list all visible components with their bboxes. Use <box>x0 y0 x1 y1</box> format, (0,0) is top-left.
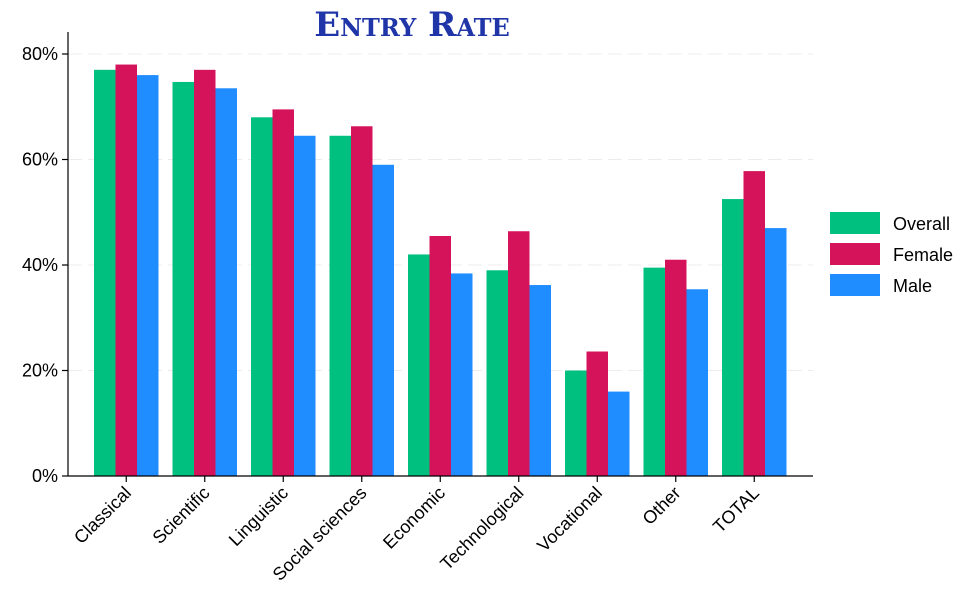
y-tick-label: 20% <box>22 361 58 381</box>
y-tick-label: 80% <box>22 44 58 64</box>
x-tick-label: Technological <box>436 483 527 574</box>
bar-female-social-sciences <box>351 126 373 476</box>
x-tick-label: Vocational <box>533 483 606 556</box>
y-ticks: 0% 20% 40% 60% 80% <box>22 44 68 486</box>
bar-male-scientific <box>215 88 237 476</box>
x-tick-label: TOTAL <box>709 483 763 537</box>
legend-label-overall: Overall <box>893 214 950 234</box>
legend-swatch-female <box>830 243 880 265</box>
bar-overall-technological <box>486 270 508 476</box>
legend-swatch-male <box>830 274 880 296</box>
bar-female-classical <box>115 64 137 477</box>
bar-female-vocational <box>586 351 608 476</box>
bar-female-total <box>743 171 765 477</box>
bar-female-economic <box>429 235 451 476</box>
x-tick-label: Classical <box>70 483 135 548</box>
bar-male-linguistic <box>294 135 316 476</box>
bar-female-linguistic <box>272 109 294 476</box>
chart-title: Entry Rate <box>314 5 510 45</box>
y-tick-label: 0% <box>32 466 58 486</box>
bar-female-other <box>665 259 687 476</box>
legend: Overall Female Male <box>830 212 953 296</box>
bar-overall-linguistic <box>251 117 273 477</box>
x-tick-label: Linguistic <box>225 483 292 550</box>
bar-overall-classical <box>94 69 116 476</box>
bar-male-other <box>686 289 708 476</box>
x-tick-label: Economic <box>379 483 449 553</box>
y-tick-label: 60% <box>22 150 58 170</box>
bar-female-technological <box>508 231 530 476</box>
legend-label-male: Male <box>893 276 932 296</box>
bar-overall-total <box>722 199 744 476</box>
y-tick-label: 40% <box>22 255 58 275</box>
bar-male-total <box>765 228 787 476</box>
bar-male-classical <box>137 75 159 476</box>
x-tick-label: Scientific <box>149 483 214 548</box>
x-tick-label: Other <box>639 483 685 529</box>
bar-overall-social-sciences <box>329 135 351 476</box>
bar-female-scientific <box>194 69 216 476</box>
bar-overall-scientific <box>172 81 194 477</box>
bar-overall-vocational <box>565 370 587 476</box>
bar-male-economic <box>451 273 473 476</box>
legend-swatch-overall <box>830 212 880 234</box>
bar-overall-economic <box>408 254 430 476</box>
bar-overall-other <box>643 267 665 476</box>
bar-male-social-sciences <box>372 164 394 476</box>
bar-male-vocational <box>608 391 630 476</box>
legend-label-female: Female <box>893 245 953 265</box>
bars <box>94 64 787 477</box>
bar-male-technological <box>529 285 551 476</box>
